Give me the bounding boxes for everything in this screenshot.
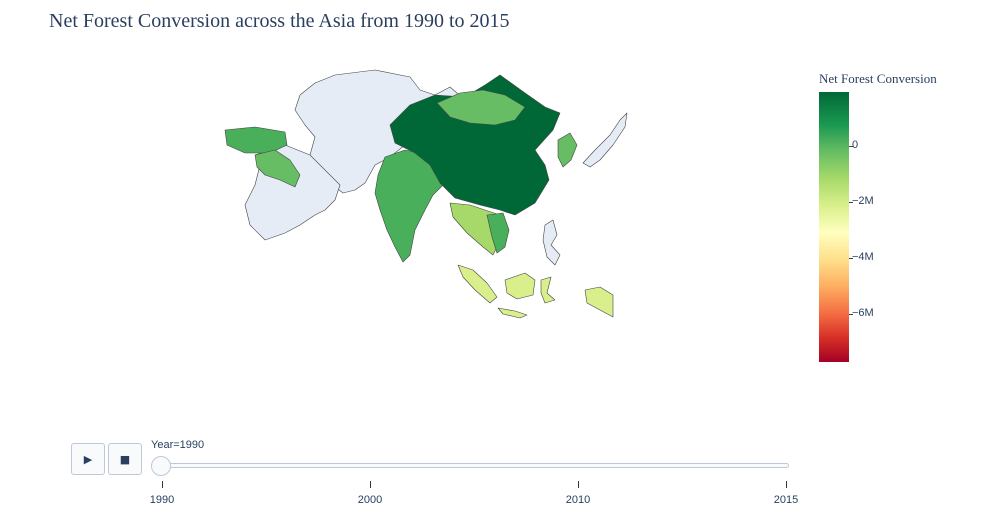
slider-tick: [162, 481, 163, 488]
region-sumatra[interactable]: [457, 264, 498, 304]
slider-ticklabel-2015[interactable]: 2015: [773, 494, 799, 506]
slider-tick: [370, 481, 371, 488]
colorbar-tick: [849, 202, 853, 203]
slider-ticklabel-2010[interactable]: 2010: [565, 494, 591, 506]
year-slider-handle[interactable]: [151, 456, 171, 476]
slider-ticklabel-1990[interactable]: 1990: [149, 494, 175, 506]
region-papua[interactable]: [584, 286, 614, 318]
region-philippines[interactable]: [542, 219, 561, 266]
colorbar-label-0: 0: [852, 139, 859, 151]
chart-title: Net Forest Conversion across the Asia fr…: [49, 10, 510, 32]
slider-ticklabel-2000[interactable]: 2000: [357, 494, 383, 506]
play-icon: ▶: [83, 452, 93, 466]
colorbar-tick: [849, 314, 853, 315]
slider-tick: [578, 481, 579, 488]
region-turkey[interactable]: [224, 126, 288, 154]
colorbar-title: Net Forest Conversion: [819, 71, 937, 86]
region-sulawesi[interactable]: [540, 276, 556, 304]
region-borneo[interactable]: [504, 272, 536, 300]
colorbar-label-minus6m: −6M: [852, 307, 874, 319]
colorbar-tick: [849, 146, 853, 147]
colorbar-tick: [849, 258, 853, 259]
colorbar-label-minus2m: −2M: [852, 195, 874, 207]
stop-icon: ■: [119, 452, 131, 466]
stop-button[interactable]: ■: [108, 443, 142, 475]
year-slider-rail[interactable]: [155, 463, 789, 468]
colorbar-label-minus4m: −4M: [852, 251, 874, 263]
region-mongolia[interactable]: [436, 89, 526, 126]
region-vietnam[interactable]: [486, 212, 510, 254]
region-japan[interactable]: [582, 112, 628, 168]
colorbar-gradient: [819, 92, 849, 362]
slider-tick: [786, 481, 787, 488]
region-korea[interactable]: [557, 132, 578, 168]
asia-choropleth-map: [224, 69, 628, 319]
region-levant[interactable]: [254, 149, 301, 188]
region-java[interactable]: [497, 307, 528, 319]
slider-current-label: Year=1990: [151, 439, 205, 451]
play-button[interactable]: ▶: [71, 443, 105, 475]
